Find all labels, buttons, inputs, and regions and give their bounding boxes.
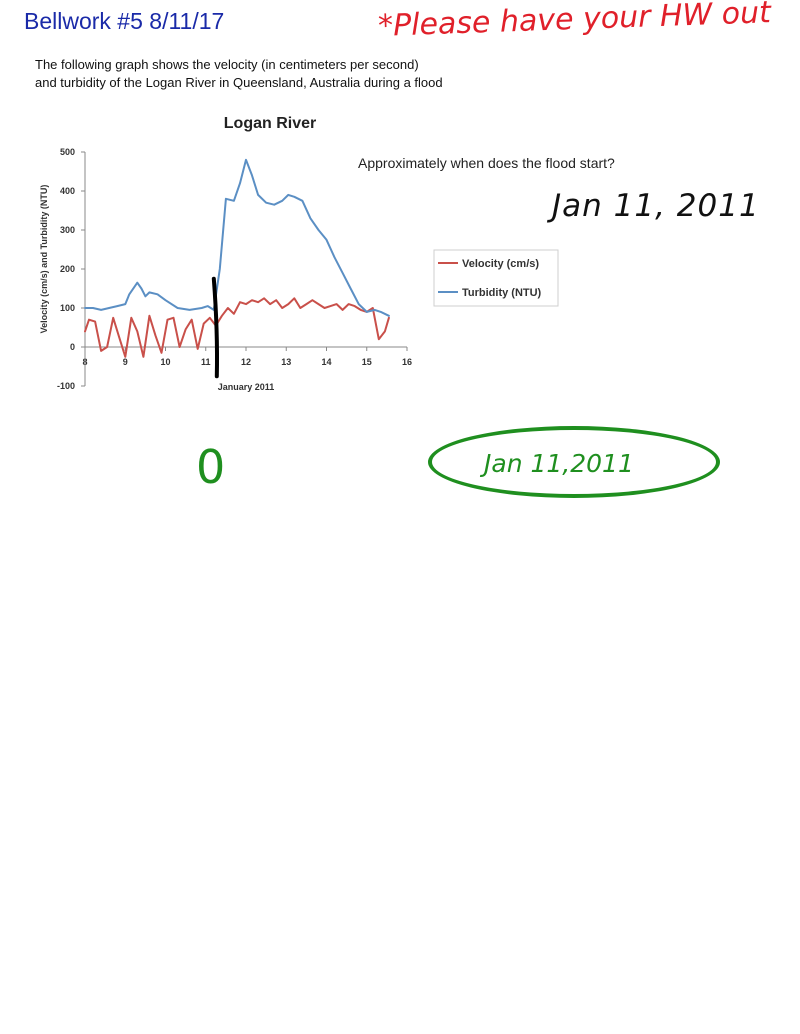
chart-title: Logan River [224,115,316,132]
handwritten-zero: 0 [196,440,226,494]
handwritten-answer: Jan 11, 2011 [552,188,760,224]
y-tick-label: 100 [60,303,75,313]
chart-legend: Velocity (cm/s) Turbidity (NTU) [433,249,559,307]
legend-label-0: Velocity (cm/s) [462,258,539,270]
y-tick-label: 0 [70,342,75,352]
series-line-0 [84,297,390,358]
y-tick-label: 300 [60,225,75,235]
legend-box [433,249,559,307]
x-axis-label: January 2011 [218,382,275,392]
y-tick-label: 400 [60,186,75,196]
handwritten-homework-note: *Please have your HW out [377,0,772,44]
y-tick-label: -100 [57,381,75,391]
x-tick-label: 14 [321,357,331,367]
x-tick-label: 13 [281,357,291,367]
logan-river-chart: Logan River -100010020030040050089101112… [39,115,559,392]
intro-text: The following graph shows the velocity (… [35,56,555,92]
intro-line-1: The following graph shows the velocity (… [35,57,419,72]
x-tick-label: 16 [402,357,412,367]
page-title: Bellwork #5 8/11/17 [24,8,225,34]
question-text: Approximately when does the flood start? [358,155,615,171]
y-tick-label: 500 [60,147,75,157]
x-tick-label: 9 [123,357,128,367]
legend-label-1: Turbidity (NTU) [462,287,542,299]
series-layer [84,158,390,358]
handwritten-circled-answer: Jan 11,2011 [484,449,634,478]
series-line-1 [84,158,390,317]
y-axis-label: Velocity (cm/s) and Turbidity (NTU) [39,185,49,334]
axis-ticks: -10001002003004005008910111213141516 [57,147,412,391]
x-tick-label: 11 [201,357,211,367]
x-tick-label: 15 [362,357,372,367]
y-tick-label: 200 [60,264,75,274]
handwritten-oval [428,426,720,498]
intro-line-2: and turbidity of the Logan River in Quee… [35,75,443,90]
x-tick-label: 10 [160,357,170,367]
handwritten-marker-line [211,276,220,379]
x-tick-label: 12 [241,357,251,367]
